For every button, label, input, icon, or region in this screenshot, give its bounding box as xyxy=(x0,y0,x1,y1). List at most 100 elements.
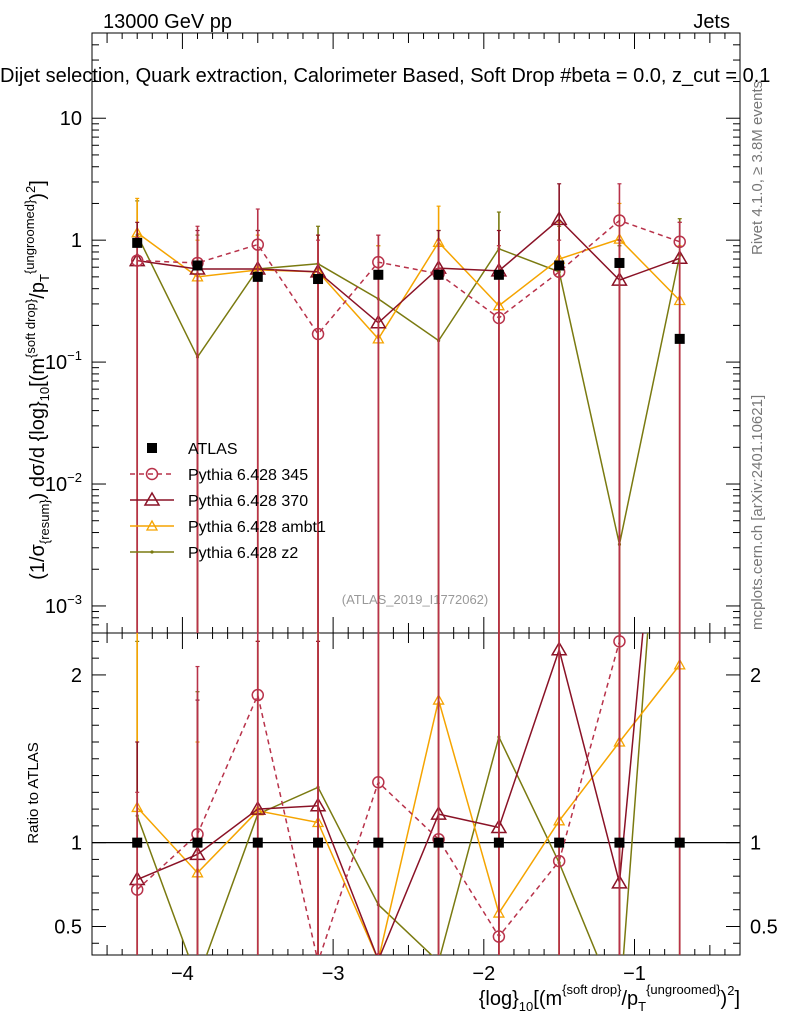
data-point xyxy=(433,269,444,280)
series-line xyxy=(136,633,644,955)
legend-marker xyxy=(143,491,161,506)
top-y-tick-label: 1 xyxy=(71,230,82,252)
rivet-version-label: Rivet 4.1.0, ≥ 3.8M events xyxy=(749,81,766,255)
data-point xyxy=(251,688,265,702)
data-point xyxy=(311,327,325,341)
legend-item-p345: Pythia 6.428 345 xyxy=(130,467,308,484)
ratio-y-axis-title: Ratio to ATLAS xyxy=(25,742,42,843)
legend-label: Pythia 6.428 370 xyxy=(188,493,308,510)
data-point xyxy=(493,837,504,848)
data-point xyxy=(613,635,626,648)
legend-item-p370: Pythia 6.428 370 xyxy=(130,491,308,510)
legend-marker xyxy=(145,519,159,531)
series-p345-ratio xyxy=(130,633,681,955)
legend-item-ambt1: Pythia 6.428 ambt1 xyxy=(130,519,326,536)
data-point xyxy=(554,260,565,271)
series-line xyxy=(136,633,649,955)
data-point xyxy=(372,255,385,269)
category-label: Jets xyxy=(693,11,730,33)
x-tick-label: −4 xyxy=(171,963,194,985)
top-y-axis: 10−3 10−2 10−1 1 10 xyxy=(45,32,740,634)
data-point xyxy=(552,854,566,868)
ratio-y-axis: 0.5 0.5 1 1 2 2 xyxy=(54,640,778,944)
ratio-y-tick-label: 1 xyxy=(71,833,82,855)
data-point xyxy=(252,271,263,282)
series-z2-ratio xyxy=(135,204,681,982)
legend-item-z2: Pythia 6.428 z2 xyxy=(130,545,298,562)
data-point xyxy=(674,837,685,848)
data-point xyxy=(130,883,144,896)
x-tick-label: −3 xyxy=(322,963,345,985)
ratio-panel-frame xyxy=(91,632,741,956)
series-ATLAS-ratio xyxy=(132,837,685,848)
x-tick-label: −2 xyxy=(472,963,495,985)
x-axis-title: {log}10[(m{soft drop}/pT{ungroomed})2] xyxy=(479,982,740,1014)
ratio-y-tick-label-right: 0.5 xyxy=(750,916,778,938)
legend: ATLAS Pythia 6.428 345 Pythia 6.428 370 Pyt… xyxy=(130,441,326,562)
data-point xyxy=(313,837,324,848)
data-point xyxy=(493,269,504,280)
series-ATLAS xyxy=(132,237,685,344)
series-p370-ratio xyxy=(128,633,681,955)
top-y-tick-label: 10−1 xyxy=(45,348,82,374)
top-y-axis-title: (1/σ{resum}) dσ/d {log}10[(m{soft drop}/… xyxy=(22,180,52,580)
series-ambt1-ratio xyxy=(131,633,686,955)
top-plot-area xyxy=(128,183,689,633)
data-point xyxy=(492,930,506,943)
analysis-watermark: (ATLAS_2019_I1772062) xyxy=(342,592,488,607)
x-axis: −4 −3 −2 −1 xyxy=(106,33,726,985)
data-point xyxy=(492,311,506,325)
ratio-y-tick-label: 2 xyxy=(71,665,82,687)
legend-label: ATLAS xyxy=(188,441,238,458)
top-y-tick-label: 10−3 xyxy=(45,592,82,618)
data-point xyxy=(554,837,565,848)
plot-title: Dijet selection, Quark extraction, Calor… xyxy=(0,65,770,87)
data-point xyxy=(613,214,626,227)
series-line xyxy=(136,234,681,545)
legend-label: Pythia 6.428 z2 xyxy=(188,545,298,562)
data-point xyxy=(132,237,143,248)
series-line xyxy=(136,664,681,955)
ratio-plot-area xyxy=(128,204,686,982)
series-line xyxy=(136,232,681,341)
data-point xyxy=(313,274,324,285)
data-point xyxy=(373,837,384,848)
svg-text:{log}10[(m{soft drop}/pT{ungro: {log}10[(m{soft drop}/pT{ungroomed})2] xyxy=(479,982,740,1014)
data-point xyxy=(373,269,384,280)
data-point xyxy=(678,204,681,207)
data-point xyxy=(132,837,143,848)
top-y-tick-label: 10 xyxy=(60,108,82,130)
data-point xyxy=(377,953,380,955)
series-line xyxy=(136,633,621,955)
series-line xyxy=(137,219,680,336)
data-point xyxy=(192,837,203,848)
data-point xyxy=(251,238,265,251)
data-point xyxy=(614,257,625,268)
legend-label: Pythia 6.428 345 xyxy=(188,467,308,484)
top-y-tick-label: 10−2 xyxy=(45,470,82,496)
legend-label: Pythia 6.428 ambt1 xyxy=(188,519,326,536)
svg-text:(1/σ{resum}) dσ/d {log}10[(m{s: (1/σ{resum}) dσ/d {log}10[(m{soft drop}/… xyxy=(22,180,52,580)
data-point xyxy=(437,960,440,963)
data-point xyxy=(674,333,685,344)
legend-marker xyxy=(150,550,154,554)
data-point xyxy=(673,235,686,249)
data-point xyxy=(252,837,263,848)
ratio-y-tick-label-right: 2 xyxy=(750,665,761,687)
data-point xyxy=(433,837,444,848)
collision-label: 13000 GeV pp xyxy=(103,11,232,33)
data-point xyxy=(372,776,385,789)
data-point xyxy=(550,210,568,226)
ratio-y-tick-label-right: 1 xyxy=(750,833,761,855)
legend-marker xyxy=(147,443,157,453)
x-tick-label: −1 xyxy=(623,963,646,985)
mcplots-label: mcplots.cern.ch [arXiv:2401.10621] xyxy=(749,395,766,630)
series-line xyxy=(137,218,680,324)
top-panel-frame xyxy=(91,32,741,634)
data-point xyxy=(130,254,144,267)
data-point xyxy=(192,260,203,271)
data-point xyxy=(614,837,625,848)
data-point xyxy=(196,979,199,982)
series-p345 xyxy=(130,183,686,633)
